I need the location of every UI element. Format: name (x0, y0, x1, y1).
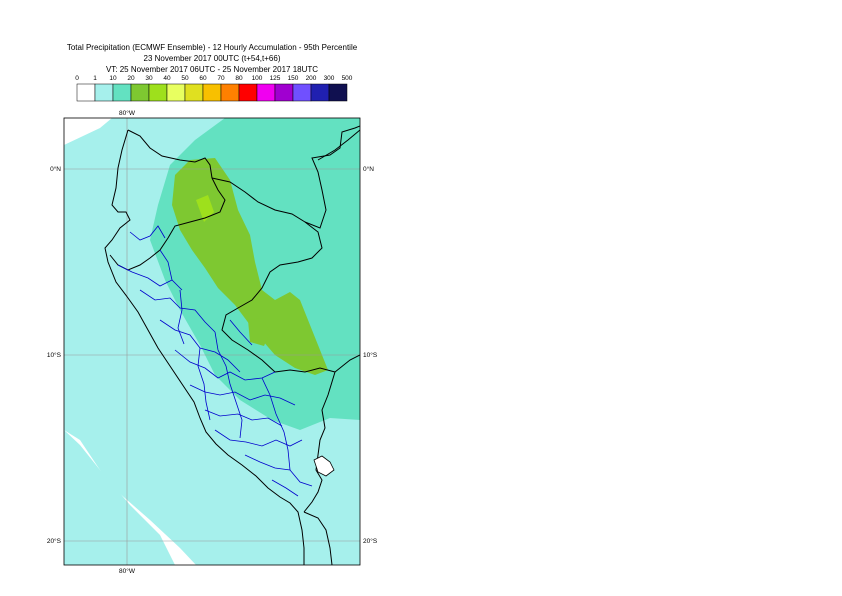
lat-label-right-0: 0°N (363, 165, 374, 173)
border-peru-bolivia (274, 367, 336, 513)
lon-label-top: 80°W (119, 109, 136, 117)
border-ecuador-peru (109, 177, 226, 271)
border-colombia-venezuela (317, 129, 360, 161)
precip-area-heavy-3 (196, 195, 214, 222)
lat-label-left-20s: 20°S (47, 537, 62, 545)
map-title: Total Precipitation (ECMWF Ensemble) - 1… (66, 43, 358, 52)
admin-borders (117, 225, 313, 497)
lat-label-right-10s: 10°S (363, 351, 378, 359)
precip-area-light-west (64, 430, 175, 565)
lat-label-left-10s: 10°S (47, 351, 62, 359)
border-colombia-brazil (304, 125, 360, 229)
lat-label-left-0: 0°N (50, 165, 61, 173)
map-frame (63, 117, 361, 566)
lat-label-right-20s: 20°S (363, 537, 378, 545)
coastline (104, 129, 305, 565)
lon-label-bottom: 80°W (119, 567, 136, 575)
valid-time: VT: 25 November 2017 06UTC - 25 November… (105, 65, 319, 74)
border-chile-bolivia (303, 511, 333, 565)
lake-titicaca (313, 455, 335, 477)
run-date: 23 November 2017 00UTC (t+54,t+66) (143, 54, 281, 63)
precip-area-heavy-2 (248, 318, 270, 346)
border-bolivia-brazil (334, 354, 360, 373)
border-colombia-peru-brazil (211, 177, 323, 373)
border-colombia-ecuador (127, 129, 213, 179)
